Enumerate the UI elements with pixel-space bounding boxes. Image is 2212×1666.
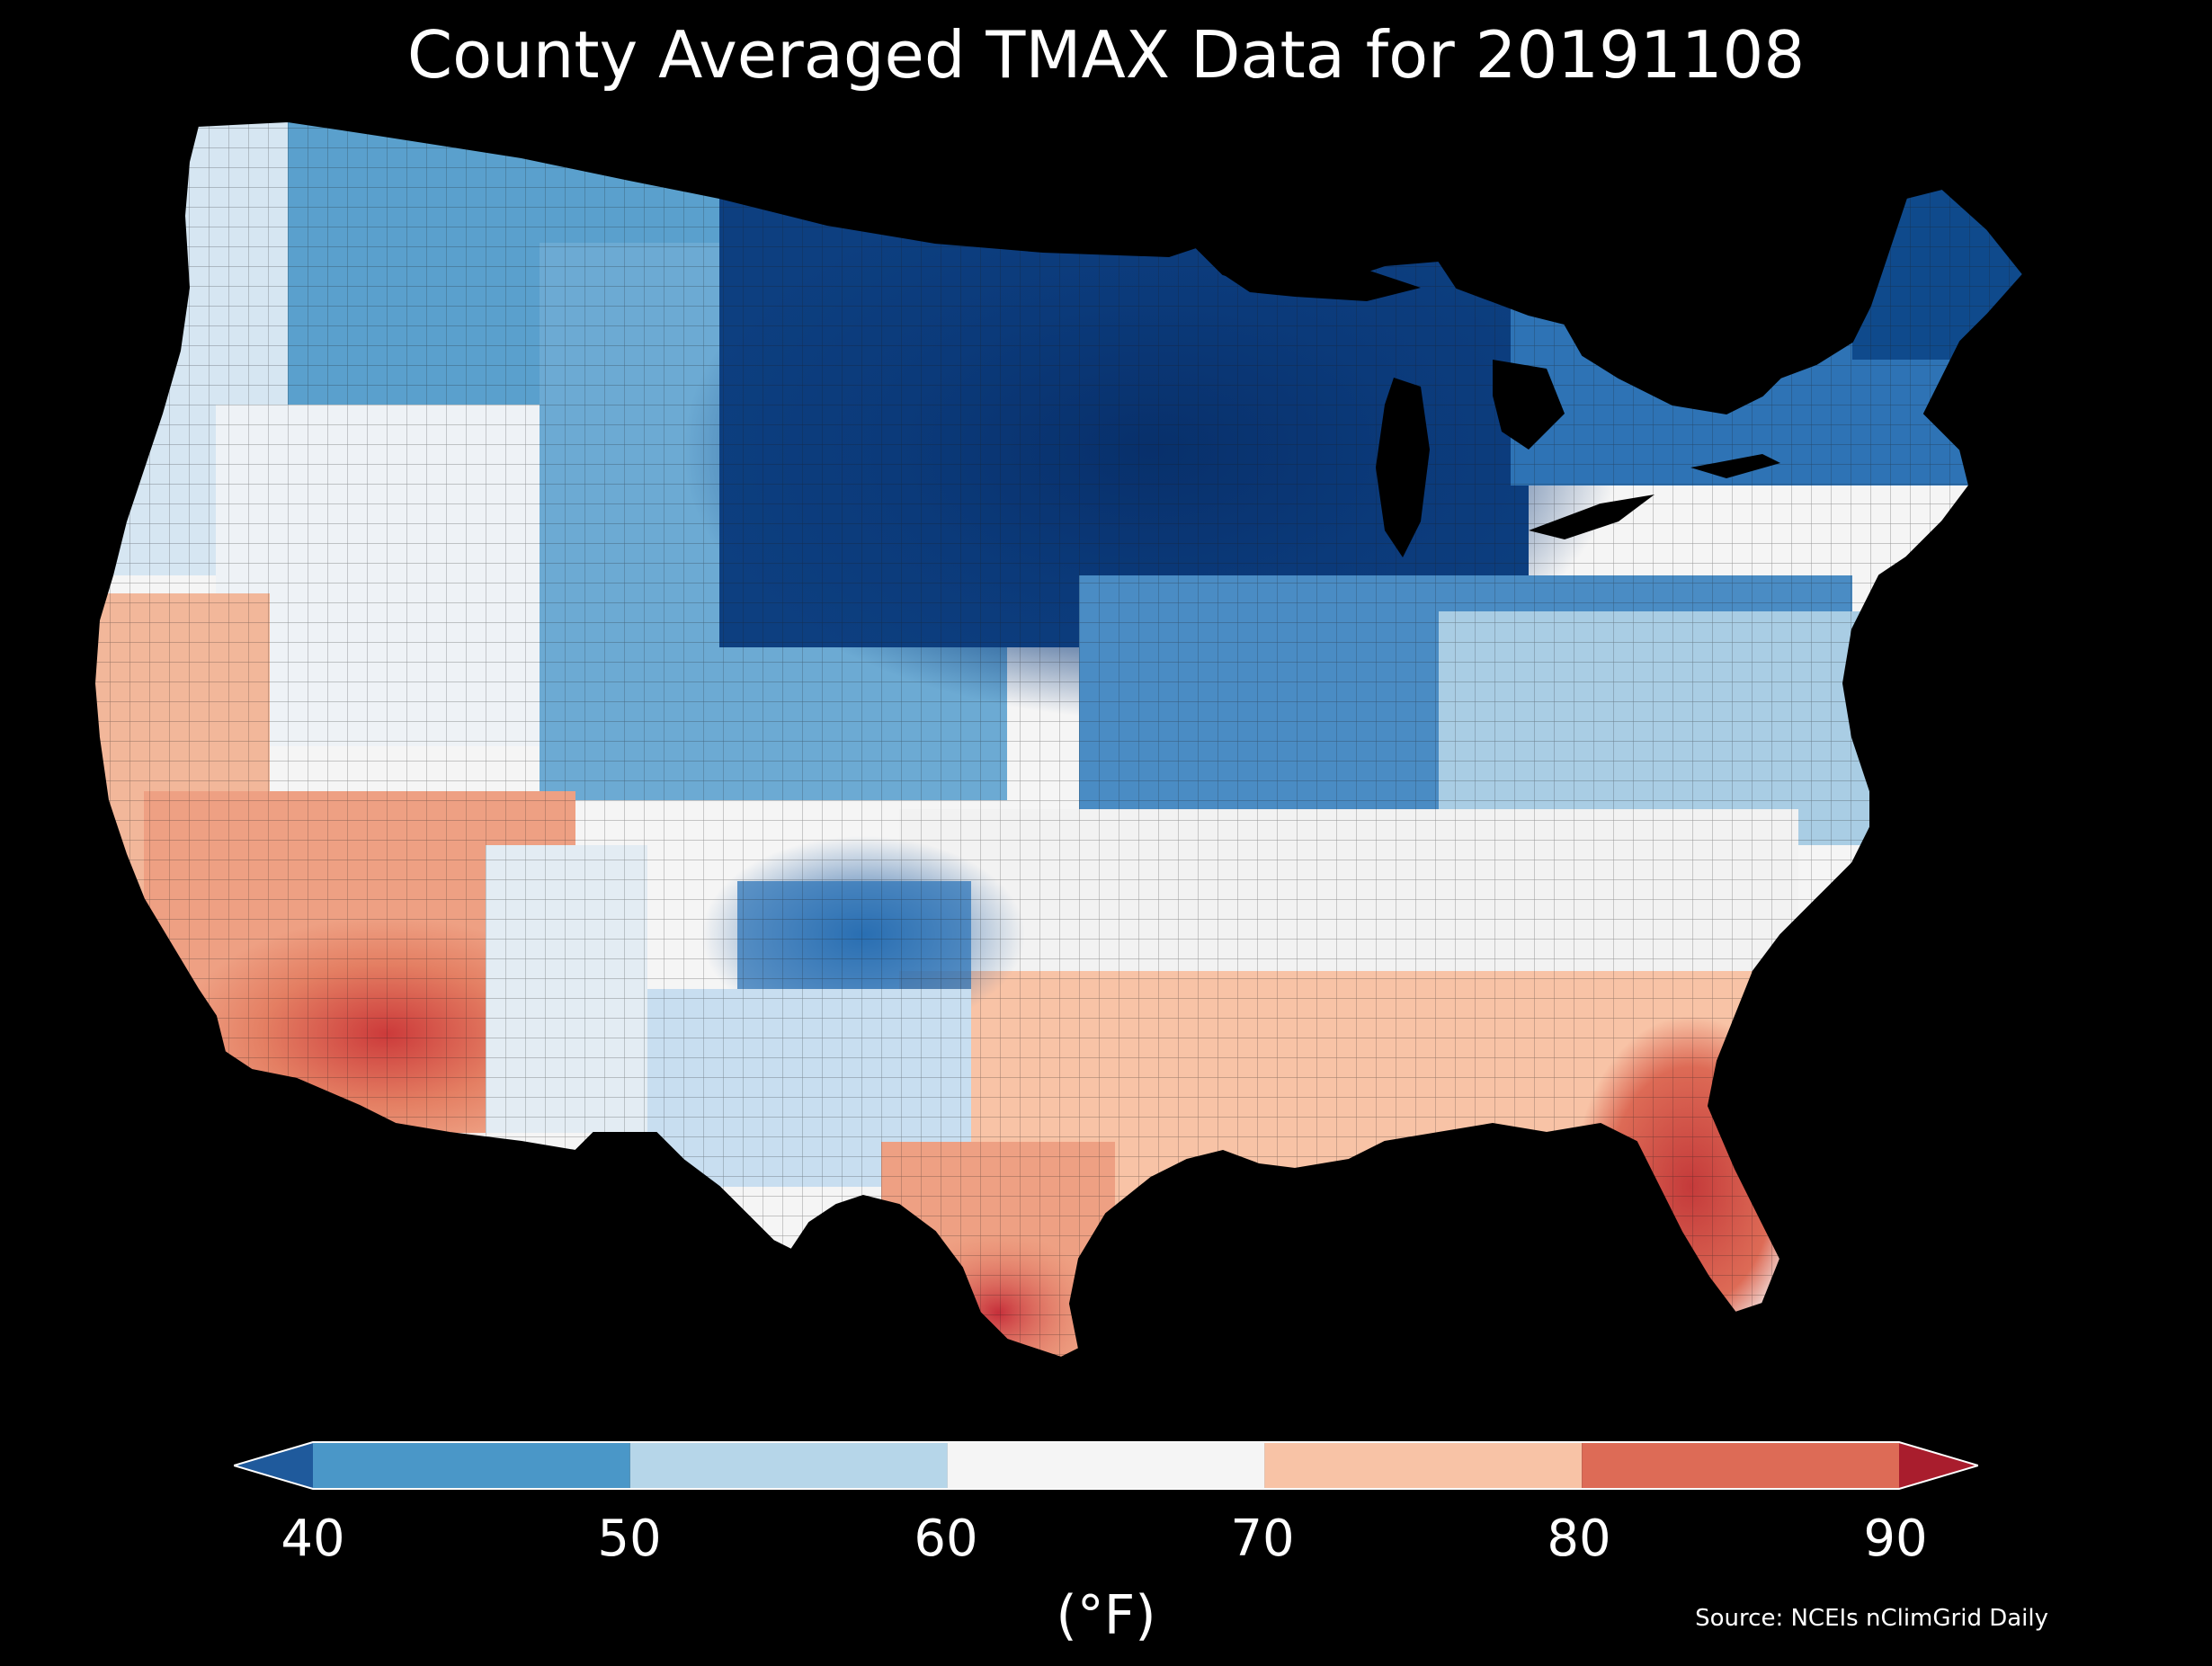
lake-michigan — [1376, 378, 1430, 557]
colorbar-tick-80: 80 — [1547, 1510, 1611, 1568]
lake-ontario — [1690, 454, 1780, 478]
colorbar-bins — [313, 1442, 1899, 1489]
colorbar-bin-80-90 — [1582, 1442, 1899, 1489]
lake-erie — [1529, 494, 1655, 539]
county-fill-layer — [94, 121, 2023, 1358]
county-borders — [94, 121, 2023, 1358]
colorbar-tick-90: 90 — [1863, 1510, 1928, 1568]
colorbar-outline — [234, 1441, 1978, 1490]
colorbar — [234, 1441, 1978, 1490]
colorbar-tick-70: 70 — [1230, 1510, 1295, 1568]
us-county-map — [93, 120, 2025, 1359]
colorbar-under-arrow — [234, 1442, 313, 1489]
colorbar-over-arrow — [1899, 1442, 1978, 1489]
source-credit: Source: NCEIs nClimGrid Daily — [1695, 1605, 2048, 1632]
lake-huron — [1493, 360, 1565, 450]
colorbar-tick-50: 50 — [597, 1510, 662, 1568]
colorbar-bin-60-70 — [947, 1442, 1265, 1489]
colorbar-bin-50-60 — [629, 1442, 948, 1489]
chesapeake-bay — [1857, 611, 1875, 692]
colorbar-unit-label: (°F) — [1056, 1584, 1156, 1647]
colorbar-tick-60: 60 — [914, 1510, 978, 1568]
colorbar-tick-40: 40 — [281, 1510, 345, 1568]
map-title: County Averaged TMAX Data for 20191108 — [406, 17, 1806, 93]
colorbar-bin-70-80 — [1264, 1442, 1583, 1489]
conus-outline — [93, 120, 2025, 1359]
colorbar-bin-40-50 — [313, 1442, 630, 1489]
